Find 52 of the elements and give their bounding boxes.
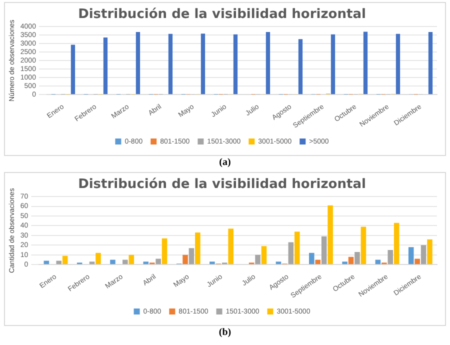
bar xyxy=(62,256,68,264)
bar xyxy=(255,254,260,264)
bar xyxy=(162,238,168,264)
bar xyxy=(233,34,238,94)
bar xyxy=(110,260,116,264)
bar xyxy=(315,260,321,264)
bar xyxy=(136,32,140,94)
bar xyxy=(143,262,149,264)
bar xyxy=(288,242,294,264)
bar xyxy=(309,252,314,264)
bar xyxy=(56,260,62,264)
bar xyxy=(156,258,161,264)
bar xyxy=(168,34,173,94)
bar xyxy=(328,205,333,264)
bar xyxy=(354,252,360,264)
bar xyxy=(321,236,327,264)
bar xyxy=(89,262,95,264)
bar xyxy=(261,246,267,264)
bar xyxy=(396,34,400,94)
bar xyxy=(188,248,194,264)
bar xyxy=(276,262,282,264)
bar xyxy=(414,258,420,264)
bar xyxy=(348,256,354,264)
bar xyxy=(388,250,394,264)
bar xyxy=(122,260,128,264)
chart-title: Distribución de la visibilidad horizontal xyxy=(78,177,366,192)
bar xyxy=(96,252,101,264)
bar xyxy=(298,39,303,94)
bar xyxy=(342,262,348,264)
bar xyxy=(360,226,366,264)
bar xyxy=(128,254,134,264)
bar xyxy=(182,254,188,264)
bar xyxy=(427,239,432,264)
bar xyxy=(103,37,108,94)
bar xyxy=(210,262,215,264)
bar xyxy=(195,232,200,264)
bar xyxy=(228,228,234,264)
bar xyxy=(44,260,50,264)
text: (b) xyxy=(218,326,232,340)
bar xyxy=(266,32,270,94)
chart-title: Distribución de la visibilidad horizontal xyxy=(78,7,366,22)
text: (a) xyxy=(218,156,232,170)
bar xyxy=(420,245,426,264)
bar xyxy=(330,34,336,94)
bar xyxy=(294,232,300,264)
bar xyxy=(394,222,400,264)
bar xyxy=(428,32,433,94)
bar xyxy=(408,247,414,264)
bar xyxy=(375,260,381,264)
bar xyxy=(363,32,368,94)
bar xyxy=(70,44,76,94)
bar xyxy=(200,34,206,94)
